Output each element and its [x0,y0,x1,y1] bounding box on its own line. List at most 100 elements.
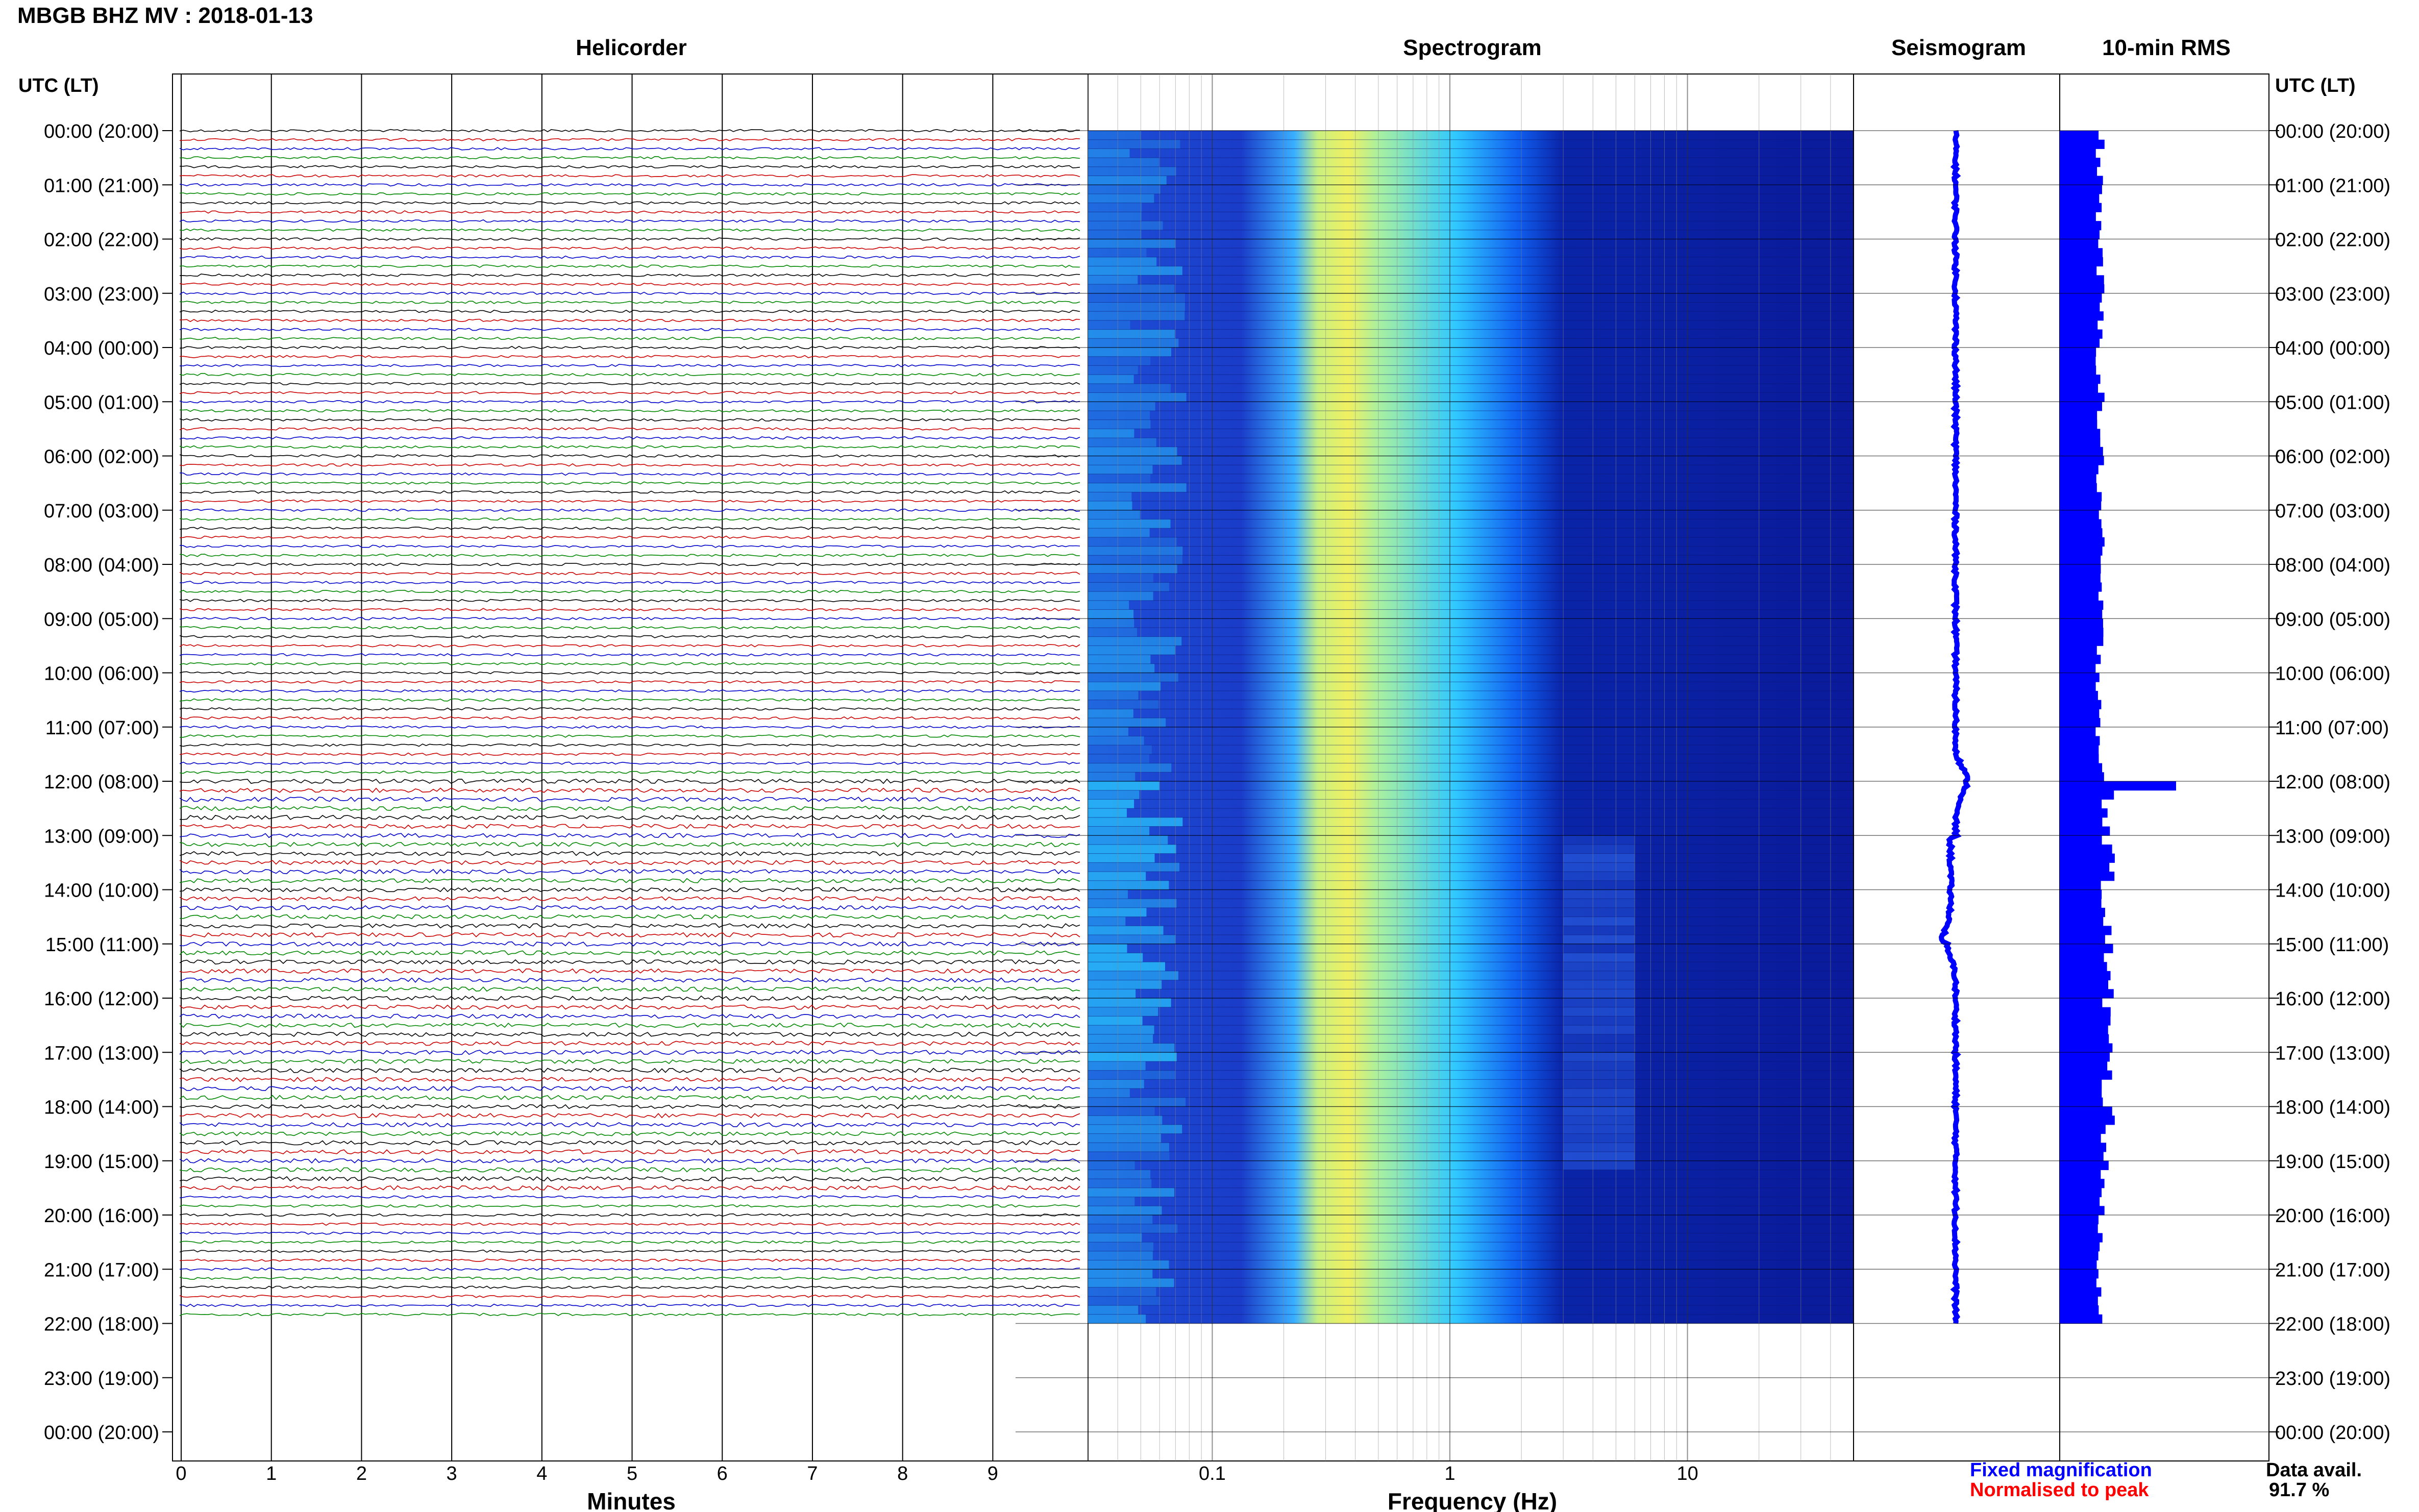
spectrogram-tremor-band [1563,1133,1635,1143]
spectrogram-tremor-band [1563,844,1635,854]
spectrogram-tremor-band [1563,907,1635,917]
helicorder-trace [179,950,1080,956]
rms-bar [2060,1305,2099,1315]
legend-normalised-to-peak: Normalised to peak [1970,1479,2149,1501]
helicorder-trace [179,1077,1080,1082]
helicorder-trace [179,977,1080,983]
time-label-right: 15:00 (11:00) [2275,934,2389,956]
helicorder-trace [179,301,1080,304]
spectrogram-lowfreq-band [1088,176,1167,185]
rms-bar [2060,962,2107,972]
rms-title: 10-min RMS [2102,35,2231,60]
spectrogram-lowfreq-band [1088,1260,1169,1270]
spectrogram-lowfreq-band [1088,1016,1143,1026]
helicorder-trace [179,1085,1080,1092]
rms-bar [2060,1197,2100,1206]
time-label-right: 02:00 (22:00) [2275,230,2390,251]
rms-bar [2060,230,2100,239]
rms-bar [2060,745,2099,755]
spectrogram-lowfreq-band [1088,348,1172,357]
rms-bar [2060,1179,2105,1188]
spectrogram-lowfreq-band [1088,402,1155,411]
spectrogram-lowfreq-band [1088,383,1171,393]
rms-bar [2060,203,2102,212]
time-label-right: 13:00 (09:00) [2275,826,2390,847]
spectrogram-tremor-band [1563,1016,1635,1026]
rms-bar [2060,709,2100,718]
spectrogram-lowfreq-band [1088,1278,1174,1287]
rms-bar [2060,636,2104,646]
spectrogram-tremor-band [1563,935,1635,944]
helicorder-trace [179,905,1080,911]
rms-bar [2060,1260,2097,1270]
spectrogram-tremor-band [1563,1007,1635,1017]
helicorder-trace [179,662,1080,666]
rms-bar [2060,1088,2102,1098]
time-label-right: 22:00 (18:00) [2275,1314,2390,1335]
rms-bar [2060,257,2103,267]
rms-bar [2060,1106,2112,1116]
helicorder-xlabel: Minutes [587,1488,676,1512]
rms-bar [2060,338,2100,348]
spectrogram-lowfreq-band [1088,736,1144,746]
spectrogram-tremor-band [1563,962,1635,971]
spectrogram-tremor-band [1563,1124,1635,1134]
time-label-left: 17:00 (13:00) [44,1043,159,1064]
spectrogram-lowfreq-band [1088,1314,1146,1324]
rms-bar [2060,1052,2110,1062]
helicorder-trace [179,544,1080,548]
helicorder-trace [179,1276,1080,1280]
spectrogram-lowfreq-band [1088,1043,1175,1053]
spectrogram-tremor-band [1563,1061,1635,1071]
time-label-right: 05:00 (01:00) [2275,392,2390,413]
spectrogram-x-tick-label: 10 [1676,1463,1698,1484]
spectrogram-lowfreq-band [1088,392,1187,402]
spectrogram-lowfreq-band [1088,690,1139,700]
rms-bar [2060,293,2102,303]
rms-bar [2060,564,2101,574]
time-label-right: 11:00 (07:00) [2275,717,2389,739]
spectrogram-lowfreq-band [1088,962,1165,971]
helicorder-trace [179,1167,1080,1173]
spectrogram-lowfreq-band [1088,1160,1135,1170]
seismogram-panel [1853,73,2060,1461]
spectrogram-lowfreq-band [1088,212,1142,221]
helicorder-trace [179,210,1080,214]
spectrogram-lowfreq-band [1088,1233,1142,1243]
time-label-left: 03:00 (23:00) [44,284,159,305]
spectrogram-lowfreq-band [1088,1152,1170,1161]
helicorder-trace [179,671,1080,675]
rms-bar [2060,989,2114,999]
helicorder-trace [179,1050,1080,1055]
spectrogram-lowfreq-band [1088,872,1146,881]
helicorder-trace [179,1240,1080,1244]
spectrogram-lowfreq-band [1088,1187,1174,1197]
helicorder-trace [179,490,1080,494]
rms-bar [2060,1016,2111,1026]
legend-fixed-magnification: Fixed magnification [1970,1459,2152,1481]
time-label-right: 14:00 (10:00) [2275,880,2390,902]
helicorder-trace [180,581,1080,584]
helicorder-trace [179,309,1080,313]
spectrogram-lowfreq-band [1088,338,1179,348]
spectrogram-lowfreq-band [1088,1251,1153,1260]
helicorder-trace [179,761,1080,765]
helicorder-trace [179,291,1080,295]
time-label-left: 01:00 (21:00) [44,175,159,196]
spectrogram-tremor-band [1563,1043,1635,1053]
helicorder-trace [179,716,1080,720]
spectrogram-lowfreq-band [1088,844,1176,854]
helicorder-trace [179,653,1080,657]
helicorder-trace [179,626,1080,630]
rms-bar [2060,392,2105,402]
spectrogram-tremor-band [1563,1106,1635,1116]
rms-bar [2060,519,2102,529]
helicorder-trace [179,841,1080,848]
time-label-left: 11:00 (07:00) [45,717,159,739]
rms-bar [2060,853,2115,863]
spectrogram-lowfreq-band [1088,1097,1186,1107]
rms-bar [2060,546,2103,556]
rms-bar [2060,862,2110,872]
spectrogram-lowfreq-band [1088,926,1164,935]
spectrogram-lowfreq-band [1088,546,1183,556]
